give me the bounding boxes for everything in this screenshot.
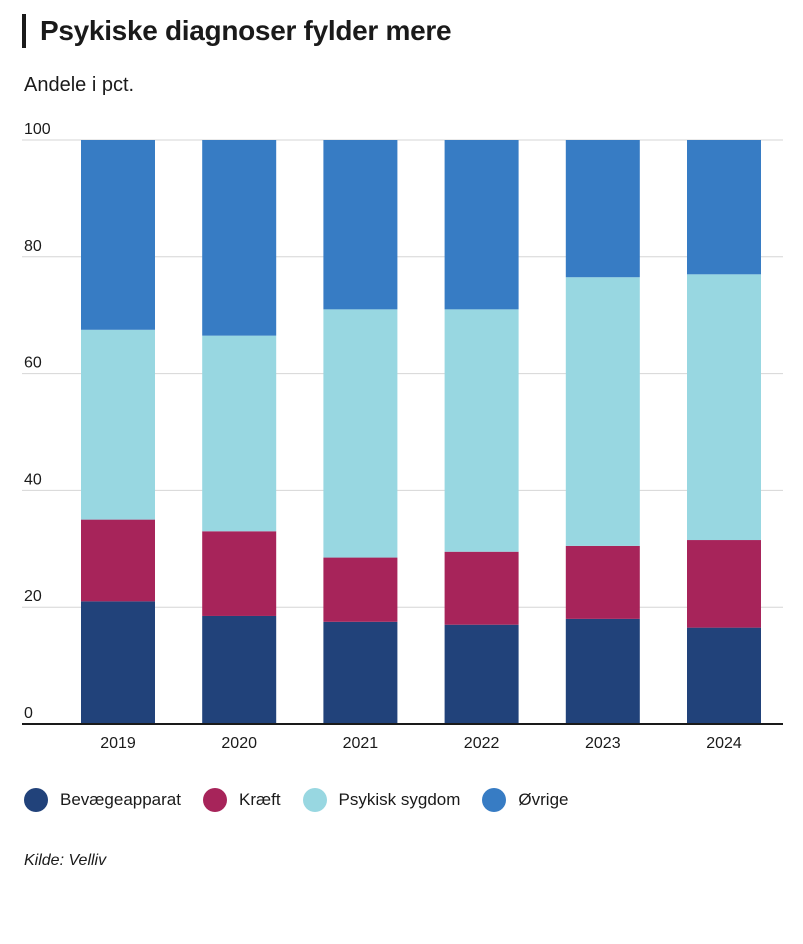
bar-2024-psykisk-sygdom [687, 274, 761, 541]
bar-2019-bev-geapparat [81, 601, 155, 724]
legend-label-psykisk-sygdom: Psykisk sygdom [338, 790, 461, 809]
legend-label-bevaegeapparat: Bevægeapparat [60, 790, 181, 809]
y-tick-label-100: 100 [24, 121, 51, 138]
legend-item-psykisk-sygdom: Psykisk sygdom [302, 788, 461, 812]
bar-2023-kr-ft [565, 545, 640, 619]
x-tick-label-2019: 2019 [100, 735, 136, 752]
bar-2019-kr-ft [81, 519, 155, 602]
bar-2023--vrige [565, 140, 640, 278]
bar-2023-bev-geapparat [565, 618, 640, 724]
legend-swatch-psykisk-sygdom [302, 788, 327, 812]
stacked-bar-chart: 0 20 40 60 80 100 2019 2020 2021 2022 2023 2024 [22, 121, 783, 752]
bar-2022--vrige [444, 140, 519, 310]
bar-2021-bev-geapparat [323, 621, 398, 724]
x-tick-label-2020: 2020 [221, 735, 257, 752]
title-block: Psykiske diagnoser fylder mere [22, 14, 452, 48]
bar-2019-psykisk-sygdom [81, 329, 155, 520]
chart-title: Psykiske diagnoser fylder mere [40, 15, 452, 46]
y-tick-label-20: 20 [24, 588, 42, 605]
legend-swatch-bevaegeapparat [24, 788, 48, 812]
x-tick-label-2022: 2022 [464, 735, 500, 752]
bar-2024-bev-geapparat [687, 627, 761, 724]
legend: Bevægeapparat Kræft Psykisk sygdom Øvrig… [24, 788, 591, 812]
x-tick-label-2024: 2024 [706, 735, 742, 752]
y-tick-label-80: 80 [24, 238, 42, 255]
y-tick-label-0: 0 [24, 705, 33, 722]
bar-2020-bev-geapparat [202, 615, 277, 724]
bar-2020-psykisk-sygdom [202, 335, 277, 532]
legend-swatch-oevrige [482, 788, 507, 812]
bar-2024-kr-ft [687, 540, 761, 628]
bar-2022-bev-geapparat [444, 624, 519, 724]
legend-swatch-kraeft [202, 788, 227, 812]
legend-label-oevrige: Øvrige [518, 790, 569, 809]
chart-subtitle: Andele i pct. [24, 74, 135, 96]
bar-2024--vrige [687, 140, 761, 275]
bar-2022-kr-ft [444, 551, 519, 625]
x-tick-label-2023: 2023 [585, 735, 621, 752]
bar-2019--vrige [81, 140, 155, 330]
bar-2021--vrige [323, 140, 398, 310]
legend-item-kraeft: Kræft [202, 788, 281, 812]
bar-2020--vrige [202, 140, 277, 336]
bar-2021-psykisk-sygdom [323, 309, 398, 558]
legend-item-oevrige: Øvrige [482, 788, 569, 812]
bar-2022-psykisk-sygdom [444, 309, 519, 552]
legend-label-kraeft: Kræft [238, 790, 281, 809]
bar-2021-kr-ft [323, 557, 398, 622]
source-note: Kilde: Velliv [24, 852, 107, 869]
y-tick-label-60: 60 [24, 355, 42, 372]
bar-2023-psykisk-sygdom [565, 277, 640, 546]
legend-item-bevaegeapparat: Bevægeapparat [24, 788, 181, 812]
y-tick-label-40: 40 [24, 471, 42, 488]
bar-2020-kr-ft [202, 531, 277, 616]
title-accent-bar [22, 14, 26, 48]
x-tick-label-2021: 2021 [343, 735, 379, 752]
